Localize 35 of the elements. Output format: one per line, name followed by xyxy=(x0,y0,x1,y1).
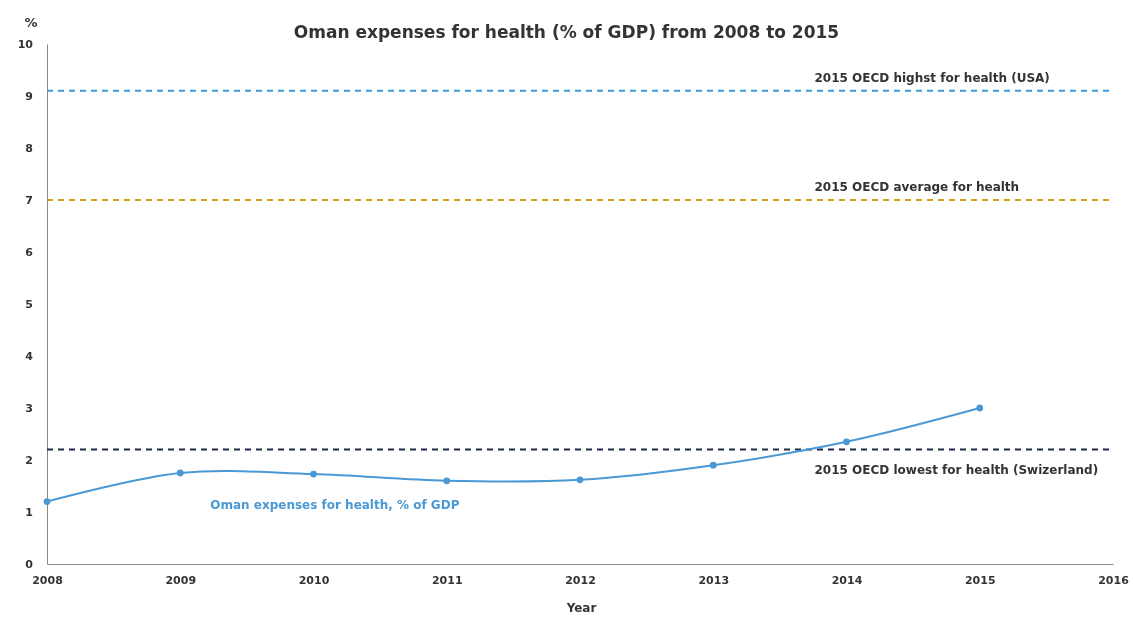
chart-title: Oman expenses for health (% of GDP) from 2008 to 2015 xyxy=(293,22,840,42)
point xyxy=(310,470,317,478)
x-tick-label: 2008 xyxy=(32,573,63,587)
y-tick-label: 8 xyxy=(25,142,33,156)
point xyxy=(43,498,51,505)
x-tick-label: 2016 xyxy=(1098,573,1130,587)
point xyxy=(976,404,984,412)
y-tick-label: 7 xyxy=(25,194,33,208)
y-tick-label: 4 xyxy=(25,350,34,364)
point xyxy=(443,477,451,485)
x-tick-label: 2009 xyxy=(165,573,197,587)
x-tick-label: 2012 xyxy=(565,573,596,587)
y-axis-title: % xyxy=(24,15,38,30)
y-tick-label: 6 xyxy=(25,246,34,260)
point xyxy=(709,461,717,469)
x-tick-label: 2014 xyxy=(831,573,863,587)
ref-line-label: 2015 OECD highst for health (USA) xyxy=(814,70,1050,85)
ref-line-label: 2015 OECD lowest for health (Swizerland) xyxy=(814,462,1099,477)
x-tick-label: 2011 xyxy=(431,573,463,587)
y-tick-label: 2 xyxy=(25,454,33,468)
y-tick-label: 9 xyxy=(25,90,33,104)
x-tick-label: 2013 xyxy=(698,573,730,587)
point xyxy=(576,476,584,484)
y-tick-label: 0 xyxy=(25,558,34,572)
series-label: Oman expenses for health, % of GDP xyxy=(210,498,460,512)
x-tick-label: 2015 xyxy=(964,573,996,587)
y-tick-label: 5 xyxy=(25,298,33,312)
x-tick-label: 2010 xyxy=(298,573,330,587)
y-tick-label: 10 xyxy=(17,38,34,52)
point xyxy=(843,438,850,446)
y-tick-label: 1 xyxy=(25,506,33,520)
x-axis-title: Year xyxy=(565,601,597,615)
point xyxy=(176,469,184,477)
ref-line-label: 2015 OECD average for health xyxy=(814,180,1020,194)
y-tick-label: 3 xyxy=(25,402,33,416)
